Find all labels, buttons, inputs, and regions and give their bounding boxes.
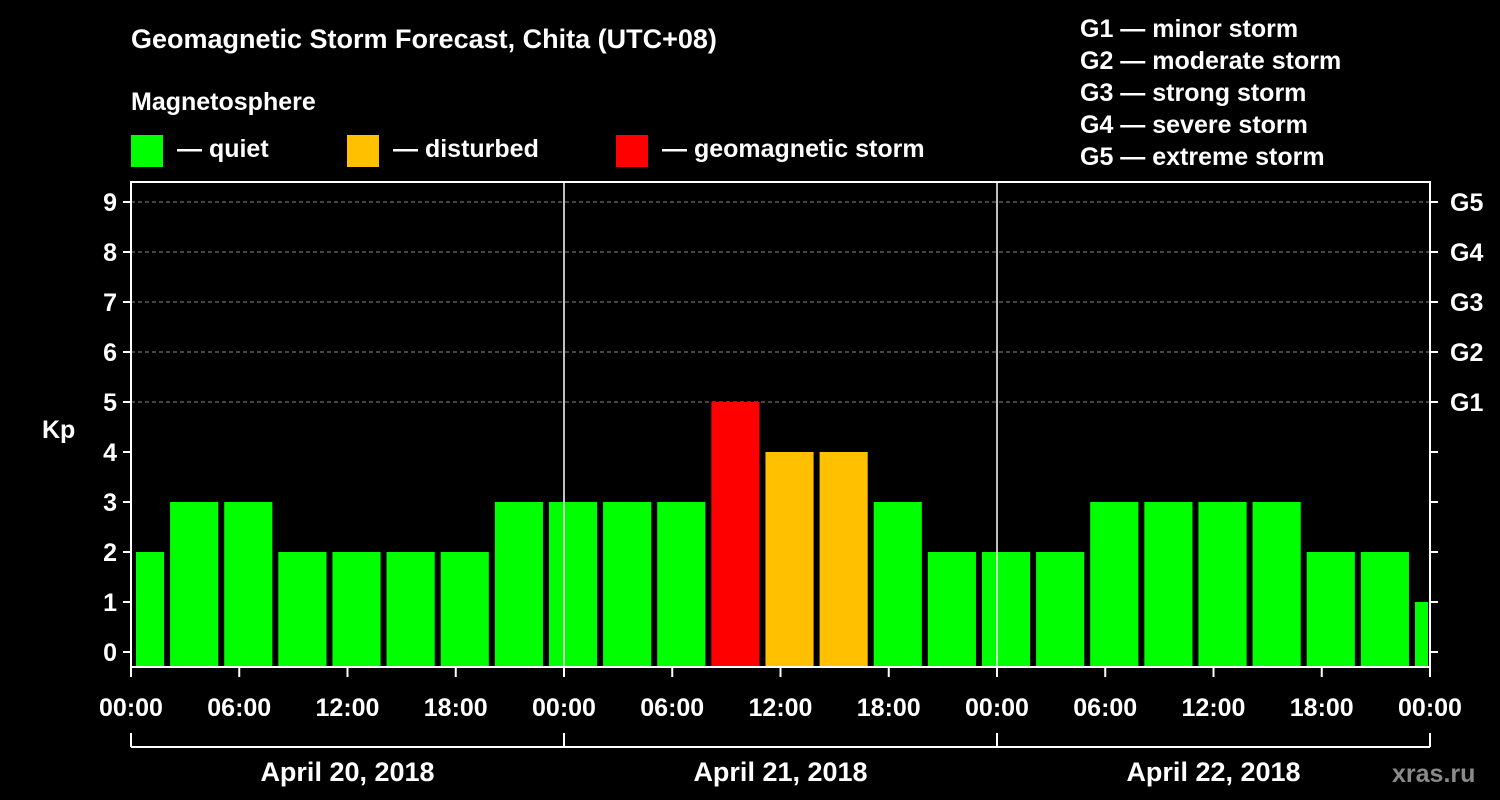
- x-tick-label-6: 12:00: [749, 694, 813, 722]
- x-tick-label-9: 06:00: [1073, 694, 1137, 722]
- x-tick-label-5: 06:00: [640, 694, 704, 722]
- bar-6: [440, 552, 489, 667]
- y-tick-label-1: 1: [103, 589, 117, 617]
- bar-1: [170, 502, 219, 667]
- y-tick-label-5: 5: [103, 389, 117, 417]
- legend-label-storm: — geomagnetic storm: [662, 135, 925, 163]
- bar-2: [224, 502, 273, 667]
- x-tick-label-3: 18:00: [424, 694, 488, 722]
- watermark: xras.ru: [1392, 760, 1475, 788]
- bar-17: [1036, 552, 1085, 667]
- x-tick-label-0: 00:00: [99, 694, 163, 722]
- x-tick-label-2: 12:00: [316, 694, 380, 722]
- date-label-2: April 22, 2018: [1126, 757, 1300, 787]
- y-tick-label-4: 4: [103, 439, 117, 467]
- bar-24: [1414, 602, 1428, 667]
- bar-22: [1306, 552, 1355, 667]
- date-label-0: April 20, 2018: [260, 757, 434, 787]
- bar-23: [1360, 552, 1409, 667]
- gridlines: [131, 201, 1430, 403]
- y-tick-label-2: 2: [103, 539, 117, 567]
- y-tick-label-7: 7: [103, 289, 117, 317]
- x-tick-label-7: 18:00: [857, 694, 921, 722]
- x-tick-label-1: 06:00: [207, 694, 271, 722]
- g-scale-item-g5: G5 — extreme storm: [1080, 143, 1325, 171]
- g-level-label-g1: G1: [1450, 389, 1483, 417]
- y-tick-label-8: 8: [103, 239, 117, 267]
- g-scale-item-g1: G1 — minor storm: [1080, 15, 1298, 43]
- y-tick-label-9: 9: [103, 189, 117, 217]
- bar-7: [494, 502, 543, 667]
- bar-8: [548, 502, 598, 667]
- g-scale-item-g3: G3 — strong storm: [1080, 79, 1306, 107]
- bar-10: [657, 502, 706, 667]
- bars: [136, 402, 1428, 667]
- bar-0: [136, 552, 165, 667]
- bar-11: [711, 402, 760, 667]
- legend-swatch-storm: [616, 135, 648, 167]
- g-level-label-g5: G5: [1450, 189, 1483, 217]
- bar-20: [1198, 502, 1247, 667]
- g-scale-legend: G1 — minor storm G2 — moderate storm G3 …: [1080, 15, 1341, 171]
- bar-9: [603, 502, 652, 667]
- y-tick-label-3: 3: [103, 489, 117, 517]
- bar-15: [927, 552, 976, 667]
- legend-swatch-quiet: [131, 135, 163, 167]
- y-axis-label: Kp: [42, 416, 75, 444]
- legend-subtitle: Magnetosphere: [131, 88, 316, 116]
- g-level-label-g2: G2: [1450, 339, 1483, 367]
- y-tick-label-0: 0: [103, 639, 117, 667]
- bar-3: [278, 552, 327, 667]
- bar-14: [873, 502, 922, 667]
- bar-13: [819, 452, 868, 667]
- y-tick-label-6: 6: [103, 339, 117, 367]
- bar-18: [1090, 502, 1139, 667]
- date-axis: April 20, 2018 April 21, 2018 April 22, 20…: [130, 733, 1431, 787]
- x-tick-label-8: 00:00: [965, 694, 1029, 722]
- legend-label-quiet: — quiet: [177, 135, 269, 163]
- chart-title: Geomagnetic Storm Forecast, Chita (UTC+0…: [131, 24, 717, 54]
- g-level-label-g4: G4: [1450, 239, 1483, 267]
- bar-5: [386, 552, 435, 667]
- y-ticks: 0 1 2 3 4 5 6 7 8 9: [103, 189, 1438, 667]
- bar-4: [332, 552, 381, 667]
- bar-21: [1252, 502, 1301, 667]
- x-tick-label-12: 00:00: [1398, 694, 1462, 722]
- color-legend: — quiet — disturbed — geomagnetic storm: [131, 135, 925, 167]
- bar-12: [765, 452, 814, 667]
- x-tick-label-4: 00:00: [532, 694, 596, 722]
- date-label-1: April 21, 2018: [693, 757, 867, 787]
- legend-swatch-disturbed: [347, 135, 379, 167]
- bar-19: [1144, 502, 1193, 667]
- legend-label-disturbed: — disturbed: [393, 135, 539, 163]
- g-level-ticks: G1 G2 G3 G4 G5: [1450, 189, 1483, 417]
- x-ticks: 00:00 06:00 12:00 18:00 00:00 06:00 12:00 18:00…: [99, 667, 1462, 722]
- x-tick-label-10: 12:00: [1182, 694, 1246, 722]
- bar-16: [981, 552, 1031, 667]
- g-scale-item-g2: G2 — moderate storm: [1080, 47, 1341, 75]
- g-level-label-g3: G3: [1450, 289, 1483, 317]
- g-scale-item-g4: G4 — severe storm: [1080, 111, 1308, 139]
- x-tick-label-11: 18:00: [1290, 694, 1354, 722]
